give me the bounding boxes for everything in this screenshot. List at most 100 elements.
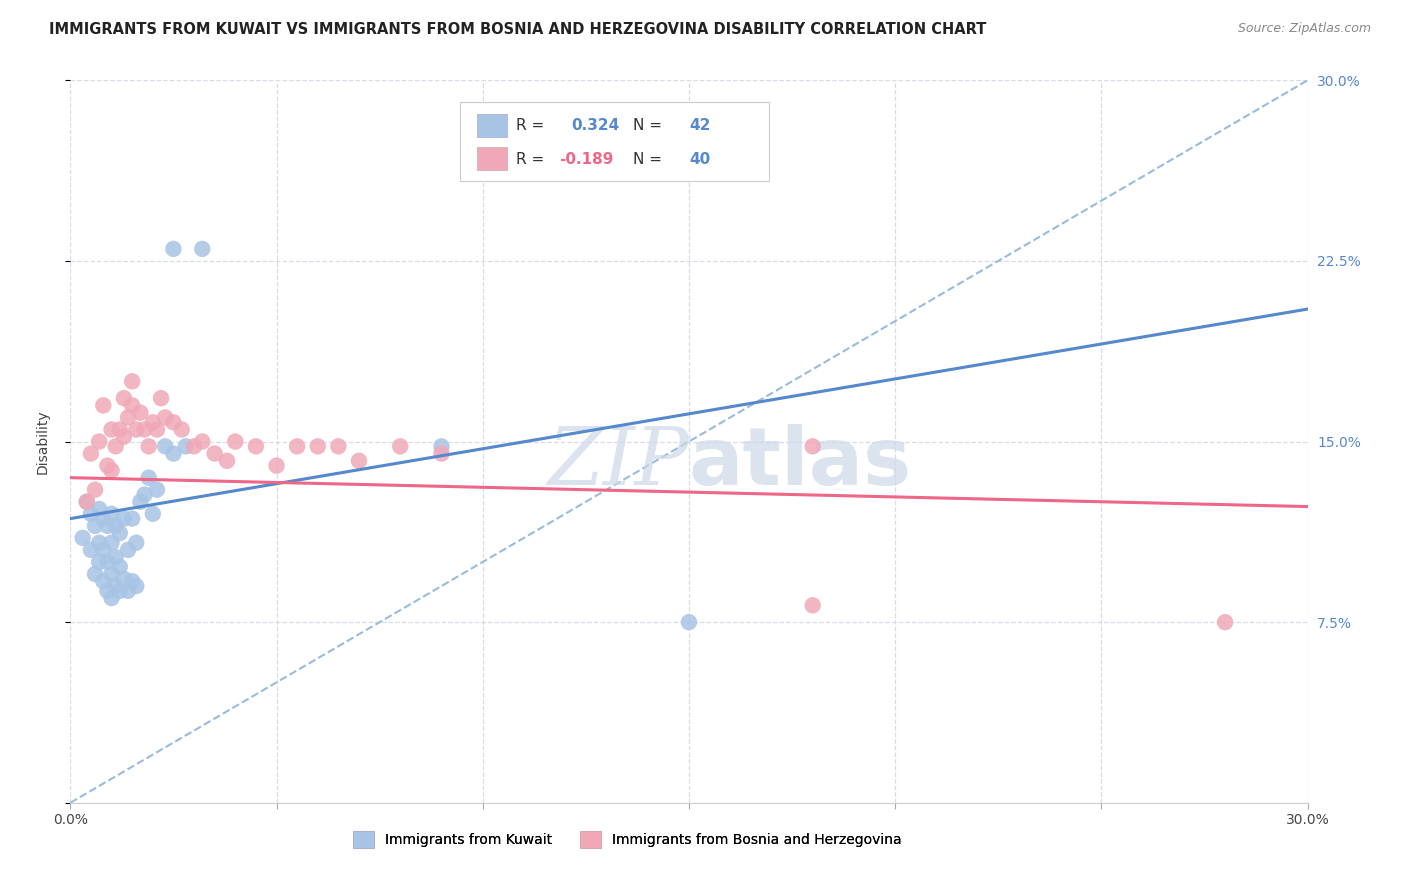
Point [104, 439, 127, 453]
Point [138, 439, 160, 453]
Point [91, 511, 114, 525]
Text: atlas: atlas [689, 425, 912, 502]
Point [117, 410, 139, 425]
Point [801, 439, 824, 453]
Point [121, 374, 143, 388]
Point [678, 615, 700, 630]
Point [96, 583, 118, 598]
Point [100, 463, 122, 477]
Point [347, 454, 370, 468]
Point [125, 535, 148, 549]
Point [153, 439, 176, 453]
Text: IMMIGRANTS FROM KUWAIT VS IMMIGRANTS FROM BOSNIA AND HERZEGOVINA DISABILITY CORR: IMMIGRANTS FROM KUWAIT VS IMMIGRANTS FRO… [49, 22, 987, 37]
Point [72, 531, 94, 545]
Text: N =: N = [633, 152, 662, 167]
Text: 0.324: 0.324 [571, 119, 620, 133]
Point [307, 439, 329, 453]
Text: Source: ZipAtlas.com: Source: ZipAtlas.com [1237, 22, 1371, 36]
Point [108, 526, 131, 541]
Point [245, 439, 267, 453]
Point [121, 511, 143, 525]
Point [76, 494, 98, 508]
Point [112, 572, 135, 586]
Text: R =: R = [516, 152, 544, 167]
Point [96, 555, 118, 569]
Point [142, 415, 165, 429]
Text: R =: R = [516, 119, 544, 133]
Point [100, 567, 122, 582]
Point [84, 567, 107, 582]
Point [89, 555, 111, 569]
Point [183, 439, 205, 453]
Point [84, 518, 107, 533]
Point [112, 391, 135, 405]
Text: N =: N = [633, 119, 662, 133]
Point [96, 518, 118, 533]
Point [138, 470, 160, 484]
Point [112, 430, 135, 444]
Point [162, 415, 184, 429]
Point [117, 542, 139, 557]
Point [328, 439, 350, 453]
Point [108, 583, 131, 598]
Text: 42: 42 [689, 119, 710, 133]
Point [104, 518, 127, 533]
Point [89, 502, 111, 516]
Y-axis label: Disability: Disability [35, 409, 49, 474]
Point [121, 574, 143, 589]
Point [96, 458, 118, 473]
Point [108, 559, 131, 574]
Point [150, 391, 173, 405]
Point [112, 511, 135, 525]
Point [266, 458, 288, 473]
Point [80, 446, 103, 460]
Point [191, 434, 214, 449]
Point [100, 507, 122, 521]
Point [162, 242, 184, 256]
FancyBboxPatch shape [460, 102, 769, 181]
Point [100, 422, 122, 436]
Point [801, 599, 824, 613]
Point [89, 535, 111, 549]
Point [191, 242, 214, 256]
Point [80, 542, 103, 557]
Point [129, 494, 152, 508]
Point [430, 439, 453, 453]
Point [91, 398, 114, 412]
Point [134, 422, 156, 436]
Point [174, 439, 197, 453]
Text: -0.189: -0.189 [560, 152, 613, 167]
Point [129, 406, 152, 420]
Point [285, 439, 308, 453]
Point [146, 483, 169, 497]
Point [104, 579, 127, 593]
Point [84, 483, 107, 497]
Point [100, 591, 122, 605]
Legend: Immigrants from Kuwait, Immigrants from Bosnia and Herzegovina: Immigrants from Kuwait, Immigrants from … [347, 826, 907, 854]
Point [108, 422, 131, 436]
Point [224, 434, 246, 449]
Point [117, 583, 139, 598]
Text: ZIP: ZIP [547, 425, 689, 502]
Point [142, 507, 165, 521]
Point [134, 487, 156, 501]
Point [1213, 615, 1236, 630]
Point [89, 434, 111, 449]
Point [91, 542, 114, 557]
Point [76, 494, 98, 508]
Point [162, 446, 184, 460]
Point [389, 439, 412, 453]
Point [204, 446, 226, 460]
Point [104, 550, 127, 565]
Point [153, 410, 176, 425]
Point [170, 422, 193, 436]
Point [215, 454, 238, 468]
Text: 40: 40 [689, 152, 710, 167]
Point [125, 579, 148, 593]
FancyBboxPatch shape [478, 113, 508, 136]
Point [146, 422, 169, 436]
Point [121, 398, 143, 412]
Point [100, 535, 122, 549]
Point [430, 446, 453, 460]
Point [80, 507, 103, 521]
